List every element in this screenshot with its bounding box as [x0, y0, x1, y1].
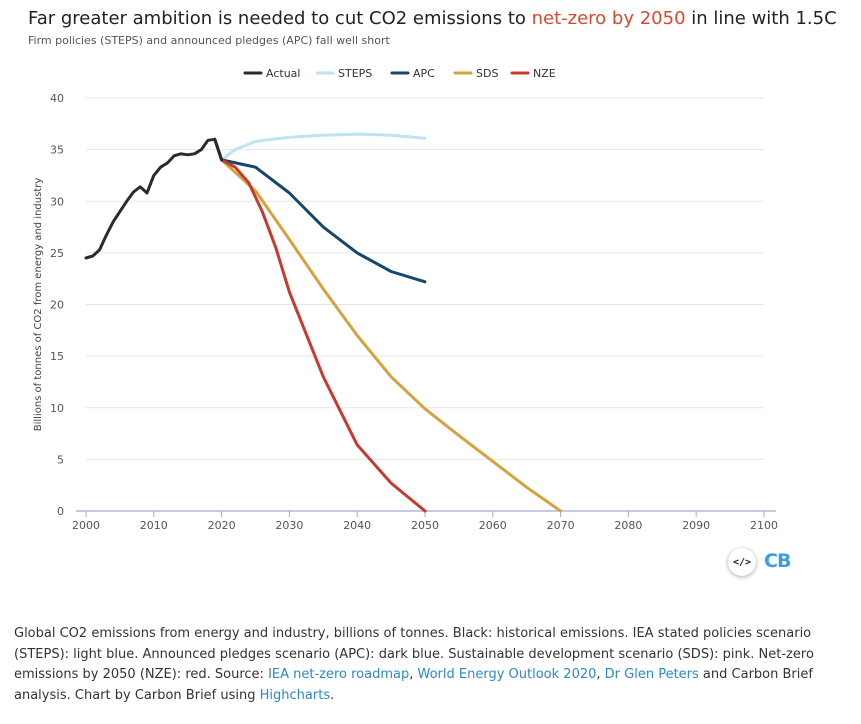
legend-label-nze: NZE: [533, 67, 556, 80]
y-tick-label: 30: [50, 195, 64, 208]
x-tick-label: 2050: [411, 519, 439, 532]
caption-text: Global CO2 emissions from energy and ind…: [14, 626, 814, 682]
series-line-steps: [220, 132, 427, 162]
series-line-apc: [213, 137, 427, 284]
y-tick-label: 20: [50, 299, 64, 312]
y-tick-label: 5: [57, 453, 64, 466]
title-prefix: Far greater ambition is needed to cut CO…: [28, 8, 532, 29]
code-embed-icon[interactable]: </>: [728, 548, 756, 576]
y-tick-label: 40: [50, 92, 64, 105]
line-chart: 0 5 10 15 20 25 30 35 40 2000 2010 2020 2030 2040 2050…: [33, 67, 778, 532]
series-line-sds: [213, 137, 563, 513]
y-tick-label: 25: [50, 247, 64, 260]
x-tick-label: 2090: [682, 519, 710, 532]
title-highlight: net-zero by 2050: [531, 8, 686, 29]
y-tick-label: 10: [50, 402, 64, 415]
caption-sep: ,: [409, 667, 418, 682]
x-tick-label: 2070: [547, 519, 575, 532]
x-tick-label: 2000: [72, 519, 100, 532]
chart-subtitle: Firm policies (STEPS) and announced pled…: [28, 34, 390, 47]
x-tick-label: 2060: [479, 519, 507, 532]
series-line-nze: [213, 137, 427, 513]
y-tick-label: 15: [50, 350, 64, 363]
legend-label-sds: SDS: [476, 67, 498, 80]
caption-sep: ,: [596, 667, 605, 682]
x-tick-label: 2100: [750, 519, 778, 532]
caption-text: .: [330, 687, 335, 703]
link-highcharts[interactable]: Highcharts: [259, 687, 331, 703]
x-tick-label: 2080: [614, 519, 642, 532]
chart-title: Far greater ambition is needed to cut CO…: [28, 8, 837, 29]
series-line-actual: [84, 137, 224, 260]
y-tick-label: 0: [57, 505, 64, 518]
link-glen-peters[interactable]: Dr Glen Peters: [604, 667, 699, 682]
chart-caption: Global CO2 emissions from energy and ind…: [14, 624, 850, 706]
legend-label-actual: Actual: [266, 67, 300, 80]
y-axis-title: Billions of tonnes of CO2 from energy an…: [33, 178, 44, 432]
legend-label-apc: APC: [413, 67, 435, 80]
y-tick-label: 35: [50, 144, 64, 157]
link-weo-2020[interactable]: World Energy Outlook 2020: [417, 667, 597, 682]
title-suffix: in line with 1.5C: [685, 8, 837, 29]
x-tick-label: 2030: [275, 519, 303, 532]
link-iea-roadmap[interactable]: IEA net-zero roadmap: [268, 667, 410, 682]
x-tick-label: 2020: [208, 519, 236, 532]
carbon-brief-logo[interactable]: CB: [764, 550, 791, 572]
x-tick-label: 2010: [140, 519, 168, 532]
caption-text: and Carbon Brief analysis. Chart by Carb…: [14, 667, 813, 703]
legend-label-steps: STEPS: [338, 67, 372, 80]
x-tick-label: 2040: [343, 519, 371, 532]
